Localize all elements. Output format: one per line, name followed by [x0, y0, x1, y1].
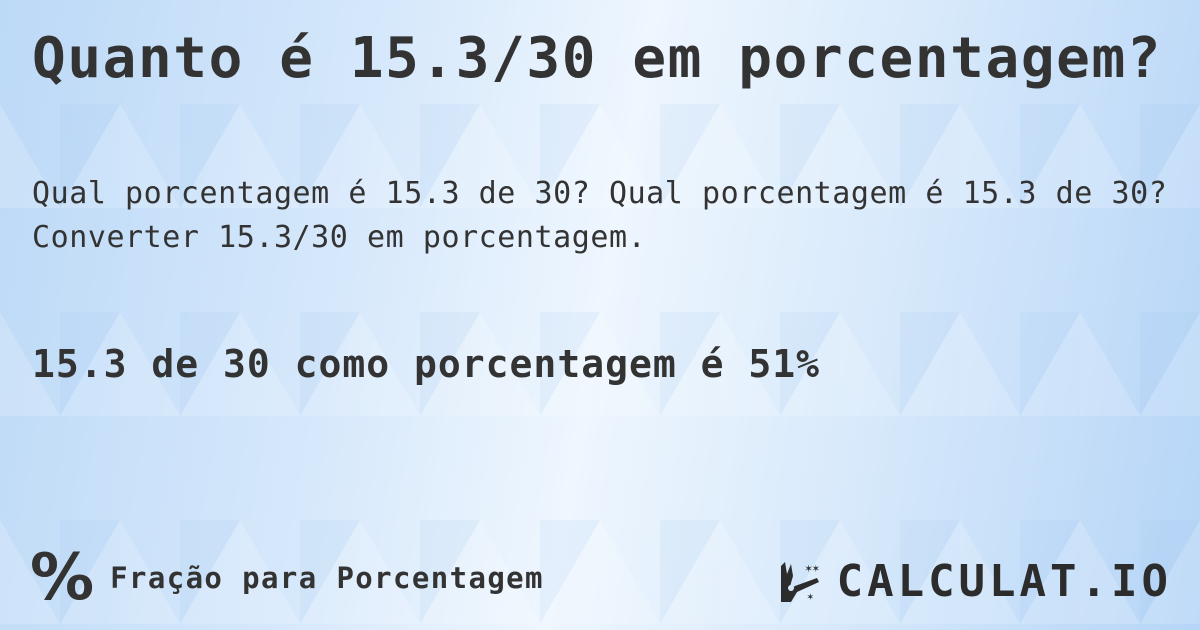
- logo-text: CALCULAT.IO: [836, 556, 1172, 607]
- page-title: Quanto é 15.3/30 em porcentagem?: [32, 26, 1163, 91]
- svg-text:✶: ✶: [807, 590, 814, 603]
- description: Qual porcentagem é 15.3 de 30? Qual porc…: [32, 176, 1168, 255]
- logo: ✶✶ ✶ CALCULAT.IO: [777, 556, 1172, 607]
- result-text: 15.3 de 30 como porcentagem é 51%: [32, 342, 820, 386]
- category-name: Fração para Porcentagem: [110, 561, 544, 595]
- percent-icon: %: [30, 541, 95, 615]
- category-label: % Fração para Porcentagem: [30, 541, 544, 615]
- magic-hand-icon: ✶✶ ✶: [780, 561, 819, 603]
- svg-text:✶✶: ✶✶: [805, 561, 819, 575]
